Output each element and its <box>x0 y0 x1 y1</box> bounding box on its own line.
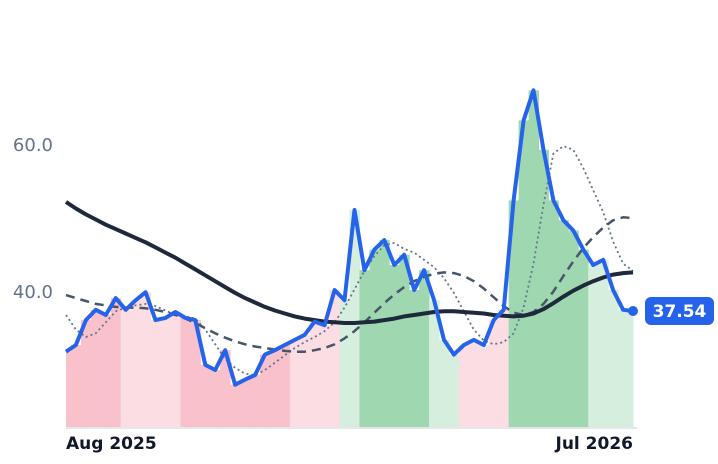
area-band <box>269 350 281 428</box>
area-band <box>558 220 569 428</box>
last-point <box>628 305 638 316</box>
area-band <box>628 310 634 428</box>
area-band <box>220 350 231 428</box>
area-band <box>618 309 629 428</box>
series-line <box>64 88 634 387</box>
area-band <box>160 317 171 428</box>
area-band <box>70 345 82 428</box>
area-band <box>349 209 360 428</box>
area-band <box>468 339 480 428</box>
area-band <box>170 312 181 428</box>
area-band <box>230 384 241 428</box>
value-badge <box>645 296 714 325</box>
area-band <box>299 334 311 428</box>
area-band <box>289 339 301 428</box>
area-band <box>130 300 142 428</box>
area-band <box>140 292 152 428</box>
y-tick-label: 60.0 <box>13 135 53 156</box>
area-band <box>578 249 589 428</box>
area-band <box>478 345 490 428</box>
x-tick-label: Aug 2025 <box>66 434 157 454</box>
area-band <box>329 289 341 428</box>
area-band <box>150 320 161 428</box>
series-line <box>65 216 634 353</box>
area-band <box>309 321 321 428</box>
value-label: 37.54 <box>653 302 707 322</box>
area-band <box>180 317 191 428</box>
y-tick-label: 40.0 <box>13 282 53 303</box>
area-band <box>66 351 72 428</box>
area-band <box>508 200 520 428</box>
area-band <box>598 259 609 428</box>
area-band <box>518 120 530 428</box>
area-band <box>259 354 271 428</box>
area-band <box>319 325 331 428</box>
area-band <box>379 240 390 428</box>
area-band <box>528 90 539 429</box>
area-band <box>200 364 211 428</box>
area-band <box>359 270 370 428</box>
area-band <box>210 370 221 428</box>
area-band <box>90 309 102 428</box>
area-band <box>279 345 291 428</box>
area-band <box>409 289 420 428</box>
series-line <box>65 145 634 376</box>
area-band <box>608 289 619 428</box>
area-band <box>458 345 470 428</box>
area-band <box>419 270 430 428</box>
area-band <box>488 320 500 428</box>
area-band <box>588 265 599 428</box>
area-band <box>389 265 400 428</box>
x-tick-label: Jul 2026 <box>555 434 634 454</box>
area-band <box>568 230 579 428</box>
area-band <box>250 375 261 428</box>
series-line <box>64 200 634 325</box>
area-band <box>429 300 440 428</box>
area-band <box>448 354 460 428</box>
area-band <box>339 300 350 428</box>
area-band <box>110 298 122 428</box>
area-band <box>100 314 112 428</box>
area-band <box>240 379 251 428</box>
area-band <box>548 200 559 428</box>
area-band <box>369 249 380 428</box>
area-band <box>190 320 201 428</box>
area-band <box>399 254 410 428</box>
area-band <box>498 309 510 428</box>
area-band <box>120 309 132 428</box>
area-band <box>80 320 92 428</box>
area-band <box>439 339 450 428</box>
area-band <box>538 149 549 428</box>
